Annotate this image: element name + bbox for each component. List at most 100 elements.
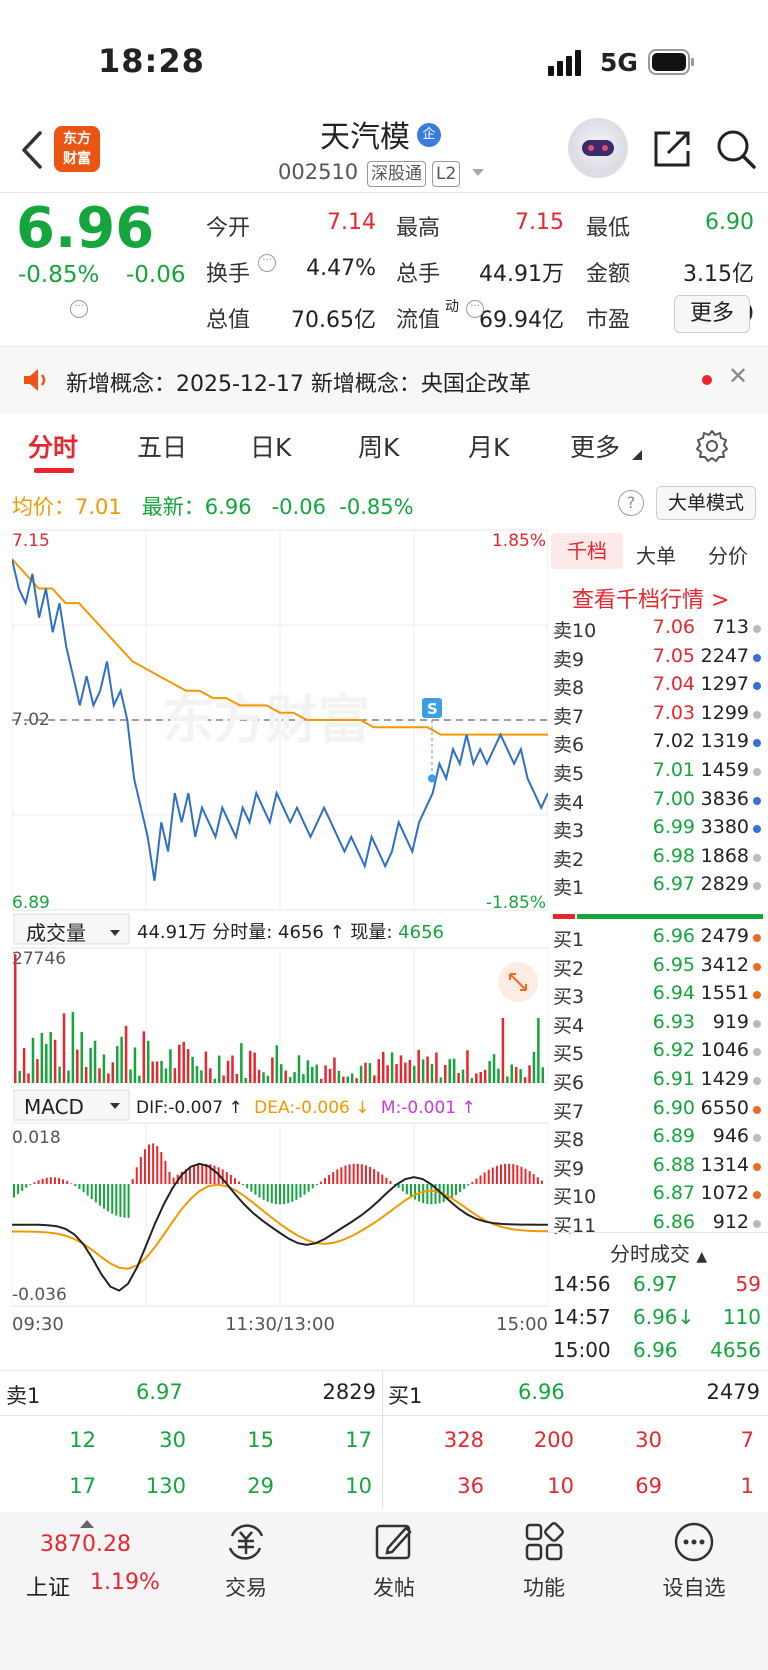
intraday-chart[interactable]: 东方财富 S7.157.026.891.85%-1.85%成交量 44.91万 分时… bbox=[12, 528, 548, 1348]
big-order-mode-button[interactable]: 大单模式 bbox=[656, 486, 756, 520]
x-label-start: 09:30 bbox=[12, 1314, 64, 1335]
info-icon[interactable]: ··· bbox=[70, 300, 88, 318]
bottom-tick-value: 30 bbox=[635, 1428, 662, 1452]
order-book-row[interactable]: 卖7 7.03 1299 bbox=[553, 702, 763, 730]
chevron-down-icon[interactable] bbox=[472, 169, 484, 176]
order-book-row[interactable]: 买5 6.92 1046 bbox=[553, 1039, 763, 1067]
volume-bar bbox=[537, 1018, 540, 1083]
bottom-buy1-vol: 2479 bbox=[706, 1380, 760, 1404]
search-icon[interactable] bbox=[714, 127, 758, 171]
nav-trade[interactable]: 交易 bbox=[225, 1576, 267, 1600]
trade-icon[interactable] bbox=[224, 1520, 268, 1564]
order-book-row[interactable]: 买6 6.91 1429 bbox=[553, 1068, 763, 1096]
tab-fenjia[interactable]: 分价 bbox=[708, 544, 748, 568]
order-book-row[interactable]: 卖5 7.01 1459 bbox=[553, 759, 763, 787]
ticks-header[interactable]: 分时成交 ▲ bbox=[610, 1242, 708, 1266]
tab-qiandang[interactable]: 千档 bbox=[551, 533, 623, 569]
volume-bar bbox=[302, 1074, 305, 1083]
level-dot bbox=[753, 1048, 761, 1057]
info-icon[interactable]: ··· bbox=[466, 300, 484, 318]
order-book-row[interactable]: 买8 6.89 946 bbox=[553, 1125, 763, 1153]
order-book-row[interactable]: 买3 6.94 1551 bbox=[553, 982, 763, 1010]
bottom-buy1-price: 6.96 bbox=[518, 1380, 565, 1404]
post-icon[interactable] bbox=[372, 1520, 416, 1564]
view-qiandang-link[interactable]: 查看千档行情 > bbox=[572, 588, 730, 613]
tab-more[interactable]: 更多 bbox=[570, 433, 621, 462]
level-volume: 919 bbox=[712, 1010, 749, 1033]
index-value[interactable]: 3870.28 bbox=[40, 1532, 131, 1557]
close-icon[interactable]: ✕ bbox=[728, 362, 749, 390]
level-label: 卖7 bbox=[553, 705, 585, 728]
notice-bar[interactable] bbox=[0, 348, 768, 414]
level-dot bbox=[753, 934, 761, 942]
volume-bar bbox=[426, 1056, 429, 1083]
volume-bar bbox=[381, 1051, 385, 1083]
volume-bar bbox=[58, 1066, 61, 1083]
order-book-row[interactable]: 买9 6.88 1314 bbox=[553, 1154, 763, 1182]
tag-l2: L2 bbox=[432, 161, 461, 187]
gear-icon[interactable] bbox=[694, 428, 730, 464]
order-book-row[interactable]: 卖4 7.00 3836 bbox=[553, 788, 763, 816]
order-book-row[interactable]: 买7 6.90 6550 bbox=[553, 1097, 763, 1125]
volume-bar bbox=[284, 1070, 287, 1083]
order-book-row[interactable]: 卖8 7.04 1297 bbox=[553, 673, 763, 701]
order-book-row[interactable]: 卖6 7.02 1319 bbox=[553, 730, 763, 758]
index-pct[interactable]: 1.19% bbox=[90, 1570, 160, 1595]
stat-value: 3.15亿 bbox=[683, 262, 754, 287]
volume-bar bbox=[311, 1066, 314, 1083]
volume-bar bbox=[435, 1052, 438, 1083]
level-label: 卖6 bbox=[553, 734, 585, 757]
nav-post[interactable]: 发帖 bbox=[373, 1576, 415, 1600]
volume-bar bbox=[510, 1064, 514, 1083]
level-label: 卖4 bbox=[553, 791, 585, 814]
order-book-row[interactable]: 买2 6.95 3412 bbox=[553, 954, 763, 982]
status-time: 18:28 bbox=[98, 42, 205, 80]
level-label: 卖10 bbox=[553, 620, 597, 642]
order-book-row[interactable]: 卖3 6.99 3380 bbox=[553, 816, 763, 844]
help-icon[interactable]: ? bbox=[618, 490, 644, 516]
tick-time: 14:57 bbox=[553, 1305, 611, 1329]
level-volume: 1319 bbox=[700, 730, 749, 753]
tab-wuri[interactable]: 五日 bbox=[137, 433, 188, 462]
notice-dot bbox=[702, 375, 712, 385]
level-dot bbox=[753, 653, 761, 662]
nav-add-watchlist[interactable]: 设自选 bbox=[662, 1576, 726, 1600]
level-label: 买5 bbox=[553, 1043, 585, 1066]
more-dots-icon[interactable] bbox=[672, 1520, 716, 1564]
network-label: 5G bbox=[600, 48, 638, 77]
level-dot bbox=[753, 739, 761, 748]
info-icon[interactable]: ··· bbox=[258, 254, 276, 272]
back-icon[interactable] bbox=[14, 125, 54, 175]
tab-dadan[interactable]: 大单 bbox=[636, 544, 676, 568]
order-book-row[interactable]: 卖2 6.98 1868 bbox=[553, 845, 763, 873]
current-price: 6.96 bbox=[16, 196, 155, 261]
volume-bar bbox=[280, 1064, 283, 1083]
index-name[interactable]: 上证 bbox=[26, 1576, 71, 1601]
more-button[interactable]: 更多 bbox=[674, 295, 750, 333]
assistant-robot-icon[interactable] bbox=[568, 118, 628, 178]
level-label: 买4 bbox=[553, 1014, 585, 1037]
order-book-row[interactable]: 卖10 7.06 713 bbox=[553, 616, 763, 644]
nav-function[interactable]: 功能 bbox=[523, 1576, 565, 1600]
order-book-row[interactable]: 买11 6.86 912 bbox=[553, 1211, 763, 1239]
volume-bar bbox=[169, 1049, 172, 1083]
order-book-row[interactable]: 买4 6.93 919 bbox=[553, 1011, 763, 1039]
function-icon[interactable] bbox=[522, 1520, 566, 1564]
volume-bar bbox=[204, 1051, 208, 1083]
order-book-row[interactable]: 卖9 7.05 2247 bbox=[553, 645, 763, 673]
volume-bar bbox=[209, 1068, 212, 1083]
tab-yuek[interactable]: 月K bbox=[468, 433, 510, 462]
order-book-row[interactable]: 卖1 6.97 2829 bbox=[553, 873, 763, 901]
volume-bar bbox=[115, 1046, 119, 1083]
tab-fenshi[interactable]: 分时 bbox=[28, 433, 79, 462]
volume-bar bbox=[253, 1052, 256, 1083]
level-label: 买8 bbox=[553, 1129, 585, 1152]
tab-zhouk[interactable]: 周K bbox=[358, 433, 400, 462]
level-volume: 1551 bbox=[700, 982, 749, 1005]
order-book-row[interactable]: 买1 6.96 2479 bbox=[553, 925, 763, 953]
volume-bar bbox=[488, 1061, 491, 1083]
order-book-row[interactable]: 买10 6.87 1072 bbox=[553, 1182, 763, 1210]
tab-rik[interactable]: 日K bbox=[250, 433, 292, 462]
caret-up-icon[interactable] bbox=[80, 1518, 94, 1528]
share-icon[interactable] bbox=[650, 127, 694, 171]
